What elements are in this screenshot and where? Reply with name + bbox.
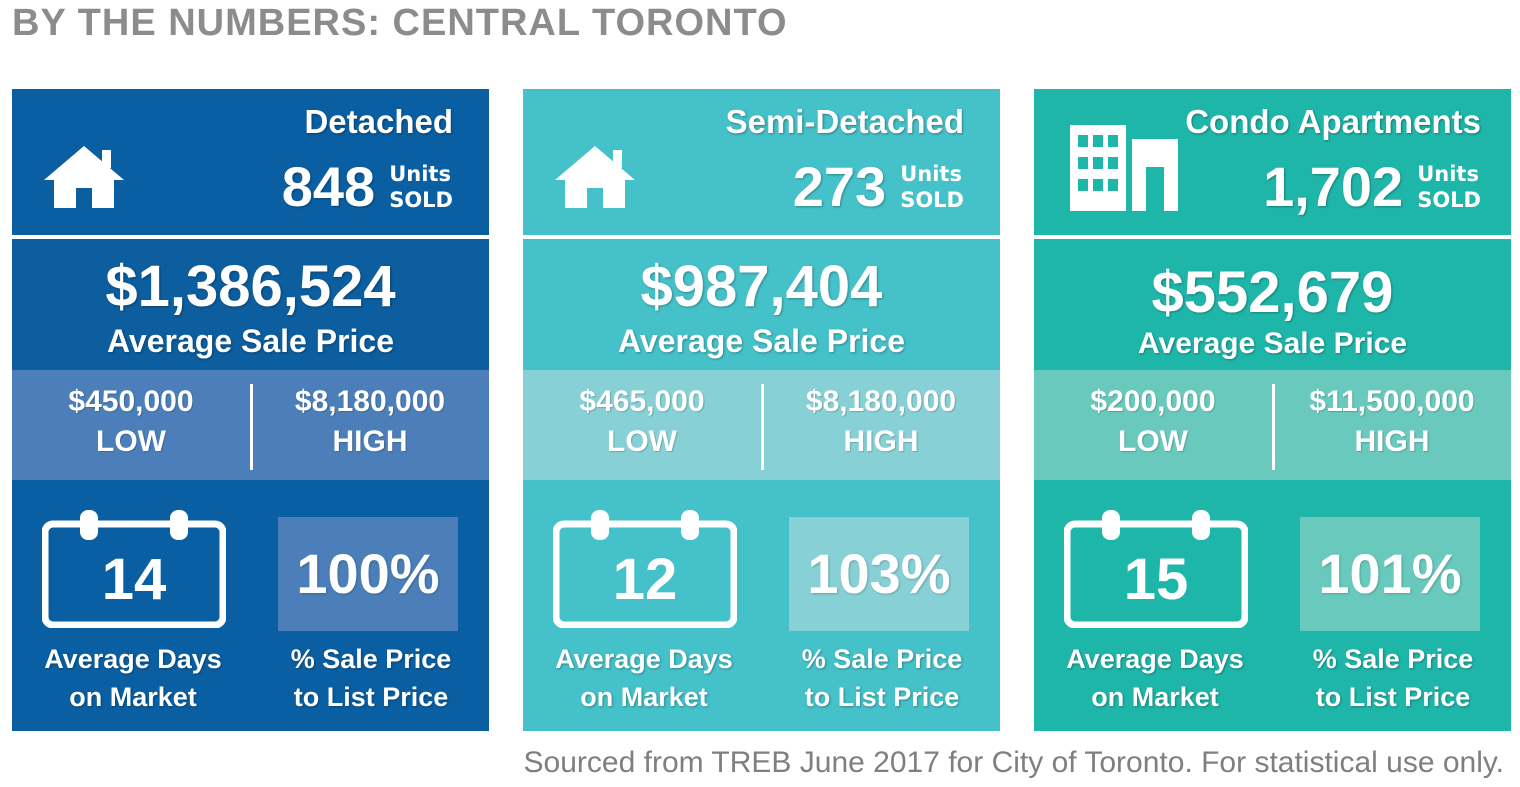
pct-label-line1: % Sale Price: [290, 644, 452, 674]
average-sale-price: $1,386,524: [105, 254, 396, 319]
average-sale-price-label: Average Sale Price: [107, 323, 394, 359]
card-semi-detached: Semi-Detached 273 Units SOLD $987,404 Av…: [523, 89, 1000, 731]
average-days: 12: [612, 547, 678, 612]
high-value: $8,180,000: [294, 385, 446, 418]
high-price: $8,180,000 HIGH: [251, 382, 489, 462]
days-label-line1: Average Days: [44, 644, 222, 674]
building-icon: [1070, 125, 1178, 216]
low-value: $465,000: [579, 385, 705, 418]
source-note: Sourced from TREB June 2017 for City of …: [523, 746, 1504, 779]
average-sale-price-label: Average Sale Price: [1137, 327, 1408, 360]
range-divider: [250, 384, 253, 470]
low-label: LOW: [96, 425, 166, 458]
sold-label: SOLD: [389, 188, 453, 212]
sale-to-list-label: % Sale Price to List Price: [256, 640, 486, 716]
average-days: 15: [1123, 547, 1189, 612]
pct-label-line2: to List Price: [804, 682, 960, 712]
sold-label: SOLD: [1417, 188, 1481, 212]
card-header: Semi-Detached 273 Units SOLD: [523, 89, 1000, 235]
divider: [523, 235, 1000, 239]
price-range: $200,000 LOW $11,500,000 HIGH: [1034, 370, 1511, 480]
pct-label-line2: to List Price: [293, 682, 449, 712]
units-label: Units: [900, 162, 962, 186]
card-detached: Detached 848 Units SOLD $1,386,524 Avera…: [12, 89, 489, 731]
low-value: $200,000: [1090, 385, 1216, 418]
units-sold: 273 Units SOLD: [793, 157, 964, 217]
low-price: $200,000 LOW: [1034, 382, 1272, 462]
sale-to-list-label: % Sale Price to List Price: [767, 640, 997, 716]
sale-to-list-label: % Sale Price to List Price: [1278, 640, 1508, 716]
calendar-icon: [42, 510, 226, 628]
days-label-line2: on Market: [580, 682, 708, 712]
stats-section: 12 103% Average Days on Market % Sale Pr…: [523, 480, 1000, 731]
calendar-icon: [1064, 510, 1248, 628]
pct-label-line1: % Sale Price: [801, 644, 963, 674]
low-label: LOW: [607, 425, 677, 458]
card-header: Condo Apartments 1,702 Units SOLD: [1034, 89, 1511, 235]
units-count: 848: [281, 155, 376, 218]
average-days-label: Average Days on Market: [1040, 640, 1270, 716]
units-label: Units: [1417, 162, 1479, 186]
low-price: $465,000 LOW: [523, 382, 761, 462]
stats-section: 15 101% Average Days on Market % Sale Pr…: [1034, 480, 1511, 731]
low-value: $450,000: [68, 385, 194, 418]
property-type: Condo Apartments: [1185, 103, 1481, 140]
low-price: $450,000 LOW: [12, 382, 250, 462]
low-label: LOW: [1118, 425, 1188, 458]
price-range: $450,000 LOW $8,180,000 HIGH: [12, 370, 489, 480]
price-range: $465,000 LOW $8,180,000 HIGH: [523, 370, 1000, 480]
pct-box: [1300, 517, 1480, 631]
days-label-line1: Average Days: [555, 644, 733, 674]
pct-box: [278, 517, 458, 631]
high-label: HIGH: [843, 425, 919, 458]
days-label-line2: on Market: [69, 682, 197, 712]
range-divider: [1272, 384, 1275, 470]
divider: [12, 235, 489, 239]
average-days-label: Average Days on Market: [18, 640, 248, 716]
pct-label-line1: % Sale Price: [1312, 644, 1474, 674]
pct-box: [789, 517, 969, 631]
average-days: 14: [101, 547, 167, 612]
units-label: Units: [389, 162, 451, 186]
high-value: $8,180,000: [805, 385, 957, 418]
average-price-section: $1,386,524 Average Sale Price: [12, 239, 489, 370]
range-divider: [761, 384, 764, 470]
high-price: $8,180,000 HIGH: [762, 382, 1000, 462]
sale-to-list-pct: 101%: [1318, 542, 1462, 605]
pct-label-line2: to List Price: [1315, 682, 1471, 712]
stats-section: 14 100% Average Days on Market % Sale Pr…: [12, 480, 489, 731]
property-type: Detached: [304, 103, 453, 140]
card-condo-apartments: Condo Apartments 1,702 Units SOLD $552,6…: [1034, 89, 1511, 731]
high-price: $11,500,000 HIGH: [1273, 382, 1511, 462]
high-label: HIGH: [1354, 425, 1430, 458]
house-icon: [42, 144, 126, 213]
average-days-label: Average Days on Market: [529, 640, 759, 716]
card-header: Detached 848 Units SOLD: [12, 89, 489, 235]
house-icon: [553, 144, 637, 213]
units-sold: 848 Units SOLD: [282, 157, 453, 217]
high-value: $11,500,000: [1309, 385, 1475, 418]
calendar-icon: [553, 510, 737, 628]
average-sale-price: $987,404: [640, 254, 883, 319]
page-title: BY THE NUMBERS: CENTRAL TORONTO: [12, 2, 788, 44]
average-price-section: $552,679 Average Sale Price: [1034, 239, 1511, 370]
sale-to-list-pct: 103%: [807, 542, 951, 605]
average-sale-price-label: Average Sale Price: [618, 323, 905, 359]
sold-label: SOLD: [900, 188, 964, 212]
sale-to-list-pct: 100%: [296, 542, 440, 605]
high-label: HIGH: [332, 425, 408, 458]
days-label-line1: Average Days: [1066, 644, 1244, 674]
units-count: 273: [792, 155, 887, 218]
days-label-line2: on Market: [1091, 682, 1219, 712]
average-sale-price: $552,679: [1151, 260, 1394, 325]
units-count: 1,702: [1263, 155, 1404, 218]
property-type: Semi-Detached: [725, 103, 964, 140]
units-sold: 1,702 Units SOLD: [1263, 157, 1481, 217]
divider: [1034, 235, 1511, 239]
average-price-section: $987,404 Average Sale Price: [523, 239, 1000, 370]
